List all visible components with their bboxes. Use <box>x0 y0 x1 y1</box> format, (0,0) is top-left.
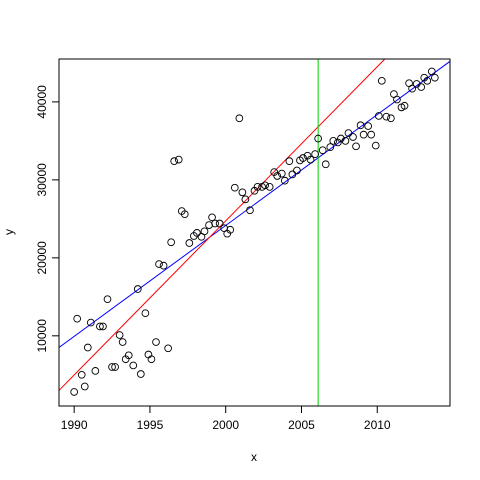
data-point <box>318 146 327 155</box>
x-axis: 1990 1995 2000 2005 2010 <box>61 406 391 432</box>
data-point <box>417 83 426 91</box>
data-point <box>371 141 380 150</box>
data-point <box>241 195 250 204</box>
data-point <box>427 67 436 76</box>
data-point <box>164 344 172 353</box>
x-tick-label: 2005 <box>288 418 315 432</box>
data-point <box>364 122 373 130</box>
data-point <box>321 160 330 169</box>
data-point <box>356 121 365 130</box>
x-axis-title: x <box>251 450 257 464</box>
data-point <box>293 166 301 175</box>
data-point <box>288 170 297 179</box>
data-point <box>115 331 124 339</box>
data-point <box>430 73 439 82</box>
data-point <box>141 309 150 318</box>
data-point <box>329 137 338 145</box>
data-point <box>341 137 350 145</box>
data-point <box>349 133 357 141</box>
data-point <box>280 176 289 185</box>
data-point <box>344 129 353 137</box>
data-point <box>387 114 395 123</box>
data-point <box>180 210 189 219</box>
y-tick-label: 20000 <box>35 241 49 275</box>
data-point <box>147 355 156 364</box>
y-tick-label: 10000 <box>35 319 49 353</box>
data-point <box>226 225 235 234</box>
y-axis-title: y <box>2 229 16 235</box>
data-point <box>208 213 216 222</box>
data-point <box>211 219 219 228</box>
data-point <box>215 219 224 228</box>
data-point <box>311 150 319 158</box>
data-point <box>238 188 247 197</box>
data-point <box>118 338 127 346</box>
data-point <box>235 114 244 123</box>
data-point <box>170 157 179 166</box>
data-point <box>277 169 286 178</box>
data-point <box>306 155 315 164</box>
data-point <box>91 367 100 375</box>
data-point <box>136 370 145 378</box>
line-fit-0 <box>59 60 450 348</box>
data-point <box>80 382 89 391</box>
data-point <box>96 322 104 331</box>
points-layer <box>70 67 439 396</box>
plot-frame <box>58 58 451 407</box>
data-point <box>377 76 386 85</box>
data-point <box>111 363 119 371</box>
x-tick-label: 2010 <box>364 418 391 432</box>
data-point <box>124 351 133 360</box>
data-point <box>185 239 194 247</box>
data-point <box>265 183 274 191</box>
data-point <box>382 112 391 121</box>
data-point <box>159 261 168 270</box>
data-point <box>70 388 79 396</box>
x-tick-label: 1990 <box>61 418 88 432</box>
data-point <box>86 318 95 327</box>
data-point <box>155 260 163 268</box>
data-point <box>246 206 254 215</box>
data-point <box>133 285 142 293</box>
data-point <box>200 227 209 236</box>
data-point <box>253 183 262 191</box>
data-point <box>326 143 335 151</box>
data-point <box>367 130 376 139</box>
data-point <box>99 322 107 331</box>
data-point <box>129 361 138 370</box>
data-point <box>103 295 112 304</box>
x-tick-label: 2000 <box>212 418 239 432</box>
data-point <box>299 154 307 162</box>
data-point <box>314 134 323 143</box>
data-point <box>230 183 239 192</box>
y-tick-label: 40000 <box>35 85 49 119</box>
data-point <box>174 155 183 164</box>
data-point <box>374 112 383 120</box>
data-point <box>273 172 282 180</box>
data-point <box>77 370 86 379</box>
data-point <box>359 130 368 139</box>
data-point <box>393 95 401 104</box>
data-point <box>400 101 409 110</box>
data-point <box>167 238 175 247</box>
y-axis: 10000 20000 30000 40000 <box>35 85 59 353</box>
data-point <box>193 229 201 237</box>
data-point <box>423 76 432 85</box>
data-point <box>152 338 160 346</box>
data-point <box>73 314 82 323</box>
lines-layer <box>59 59 450 406</box>
data-point <box>337 134 345 143</box>
data-point <box>83 343 92 352</box>
x-tick-label: 1995 <box>137 418 164 432</box>
data-point <box>285 157 294 166</box>
data-point <box>261 181 269 190</box>
data-point <box>108 363 116 371</box>
data-point <box>352 142 360 151</box>
line-fit-1 <box>59 59 386 391</box>
y-tick-label: 30000 <box>35 163 49 197</box>
data-point <box>408 84 416 93</box>
